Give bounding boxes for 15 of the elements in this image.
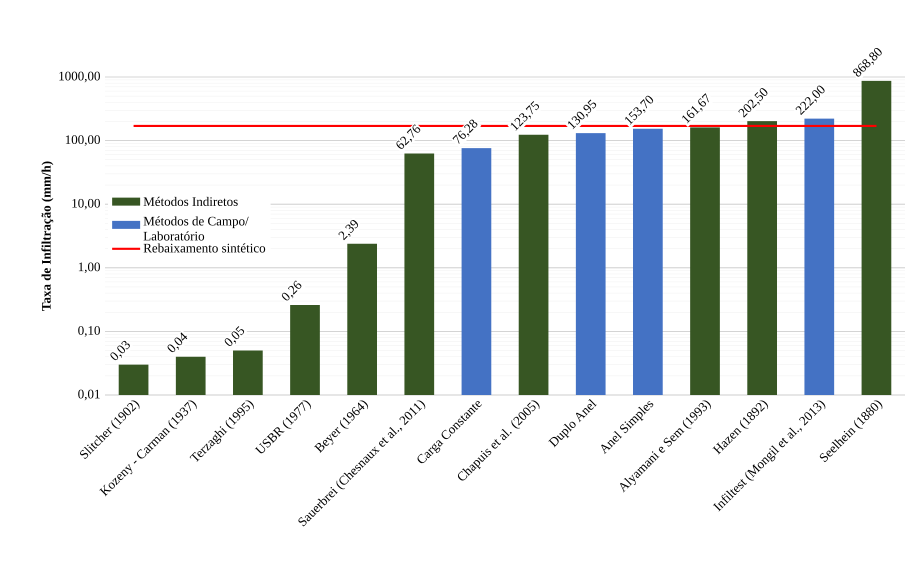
- data-label: 0,26: [282, 280, 302, 300]
- legend-label: Rebaixamento sintético: [144, 243, 266, 252]
- y-tick-label: 1,00: [78, 262, 100, 274]
- y-tick-label: 0,01: [78, 390, 100, 400]
- legend-label: Métodos Indiretos: [144, 196, 238, 206]
- y-axis-title: Taxa de Infiltração (mm/h): [41, 162, 54, 311]
- y-tick-label: 100,00: [66, 135, 100, 146]
- data-label: 2,39: [338, 220, 358, 240]
- data-label: 0,03: [110, 340, 130, 360]
- y-tick-label: 0,10: [78, 326, 100, 337]
- y-tick-label: 10,00: [72, 198, 100, 210]
- data-label: 0,05: [224, 326, 244, 346]
- data-label: 0,04: [168, 332, 188, 352]
- legend-label: Métodos de Campo/ Laboratório: [144, 216, 249, 240]
- y-tick-label: 1000,00: [59, 72, 100, 82]
